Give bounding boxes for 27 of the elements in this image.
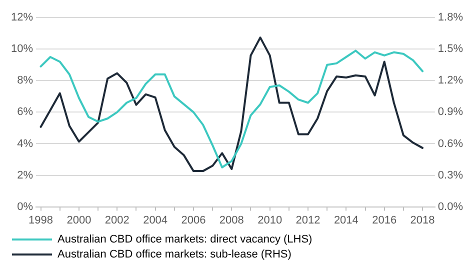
x-tick-label: 2004 bbox=[143, 214, 168, 226]
legend-label: Australian CBD office markets: sub-lease (RHS) bbox=[58, 248, 292, 261]
x-tick-label: 2002 bbox=[104, 214, 130, 226]
x-tick-label: 2000 bbox=[66, 214, 92, 226]
y2-tick-label: 1.5% bbox=[438, 43, 464, 56]
legend-label: Australian CBD office markets: direct vacancy (LHS) bbox=[58, 234, 312, 246]
y2-tick-label: 0.6% bbox=[438, 138, 464, 150]
y-tick-label: 0% bbox=[17, 200, 34, 213]
y2-tick-label: 1.2% bbox=[438, 74, 464, 87]
y-tick-label: 12% bbox=[10, 12, 34, 24]
x-tick-label: 2010 bbox=[258, 214, 282, 226]
x-tick-label: 2008 bbox=[219, 214, 244, 226]
x-tick-label: 2016 bbox=[372, 214, 397, 226]
y2-tick-label: 0.3% bbox=[438, 169, 464, 182]
y-tick-label: 4% bbox=[17, 138, 34, 150]
x-tick-label: 2018 bbox=[410, 214, 435, 226]
y-tick-label: 2% bbox=[17, 169, 34, 182]
y-tick-label: 8% bbox=[17, 74, 34, 87]
x-tick-label: 2006 bbox=[181, 214, 206, 226]
x-tick-label: 1998 bbox=[28, 214, 54, 226]
y-tick-label: 6% bbox=[17, 106, 34, 118]
y-tick-label: 10% bbox=[10, 43, 34, 56]
x-tick-label: 2014 bbox=[334, 214, 358, 226]
y2-tick-label: 1.8% bbox=[438, 12, 464, 24]
y2-tick-label: 0.0% bbox=[438, 200, 464, 213]
y2-tick-label: 0.9% bbox=[438, 106, 464, 118]
x-tick-label: 2012 bbox=[296, 214, 320, 226]
